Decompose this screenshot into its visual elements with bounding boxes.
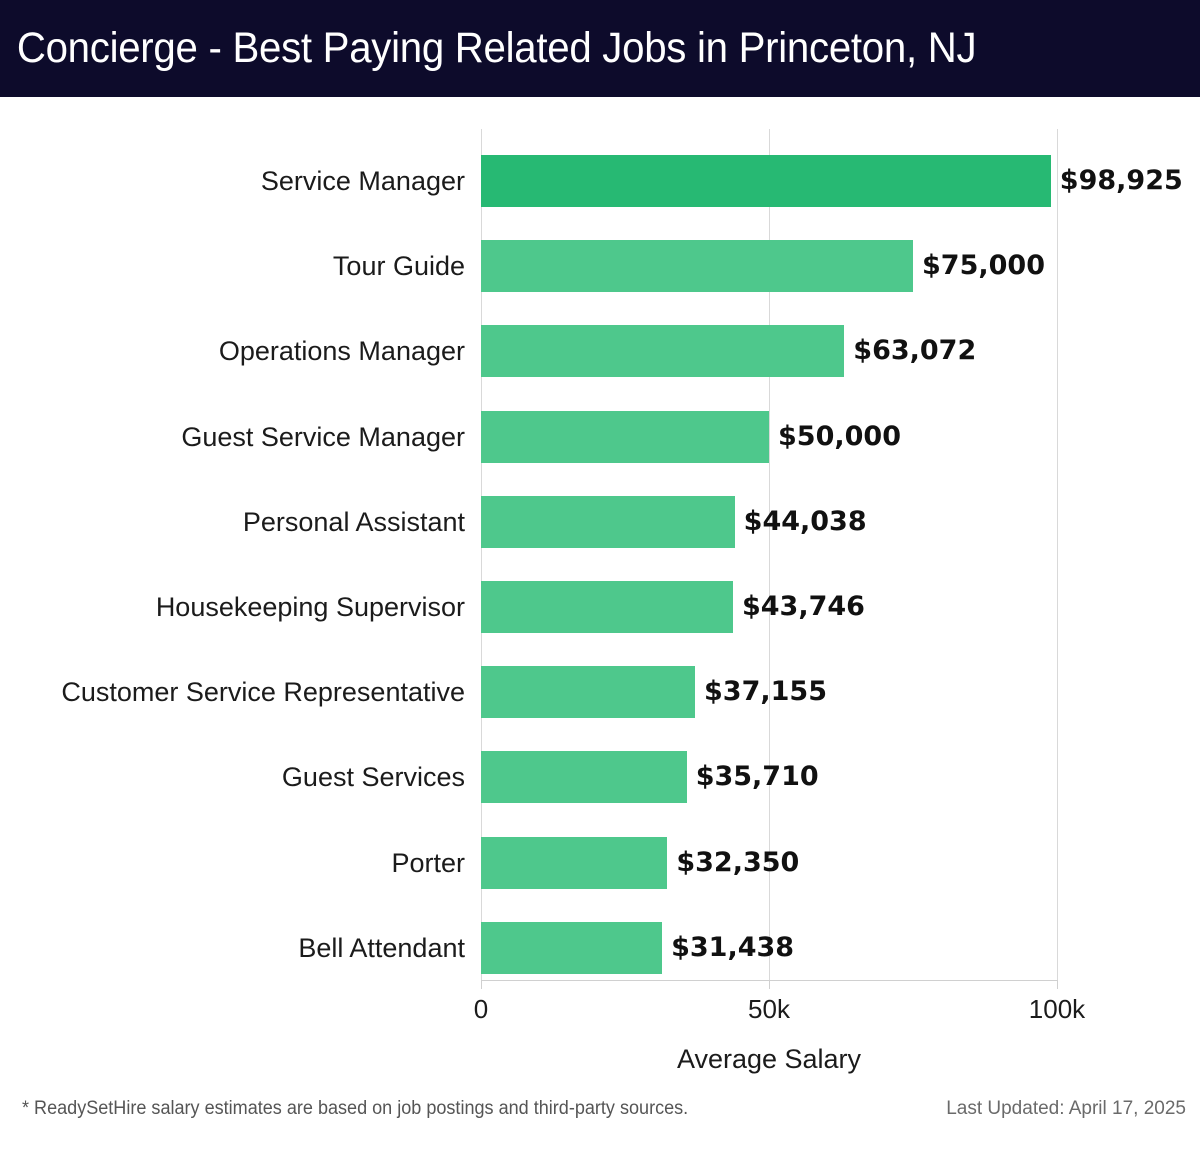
gridline-50k bbox=[769, 129, 770, 980]
gridline-100k bbox=[1057, 129, 1058, 980]
bar[interactable] bbox=[481, 581, 733, 633]
bar-value-label: $31,438 bbox=[671, 931, 795, 963]
bar-row: Housekeeping Supervisor $43,746 bbox=[0, 581, 1200, 633]
bar-row: Bell Attendant $31,438 bbox=[0, 921, 1200, 974]
bar-value-label: $44,038 bbox=[743, 505, 867, 537]
x-tick-label: 0 bbox=[473, 994, 489, 1024]
x-tick-label: 50k bbox=[748, 994, 790, 1024]
bar[interactable] bbox=[481, 240, 913, 293]
bar[interactable] bbox=[481, 751, 687, 804]
bar-value-label: $63,072 bbox=[853, 335, 977, 367]
bar-category-label: Guest Services bbox=[281, 762, 465, 793]
bar-row: Guest Services $35,710 bbox=[0, 751, 1200, 804]
bar-category-label: Guest Service Manager bbox=[181, 421, 465, 452]
chart-header: Concierge - Best Paying Related Jobs in … bbox=[0, 0, 1200, 97]
bar-category-label: Housekeeping Supervisor bbox=[155, 592, 465, 622]
x-tick-mark bbox=[481, 980, 482, 989]
bar-row: Porter $32,350 bbox=[0, 836, 1200, 889]
bar-row: Personal Assistant $44,038 bbox=[0, 495, 1200, 548]
page-title: Concierge - Best Paying Related Jobs in … bbox=[16, 24, 977, 72]
bar-chart: Service Manager $98,925 Tour Guide $75,000 O… bbox=[0, 97, 1200, 1085]
bar-category-label: Bell Attendant bbox=[298, 932, 465, 963]
bar-value-label: $50,000 bbox=[778, 420, 901, 452]
bar[interactable] bbox=[481, 325, 845, 378]
chart-footer: * ReadySetHire salary estimates are base… bbox=[0, 1085, 1200, 1158]
x-axis-title: Average Salary bbox=[676, 1044, 862, 1074]
bar-category-label: Tour Guide bbox=[332, 251, 465, 282]
bar-row: Tour Guide $75,000 bbox=[0, 240, 1200, 293]
x-tick-label: 100k bbox=[1028, 994, 1086, 1024]
bar[interactable] bbox=[481, 155, 1051, 207]
x-tick-mark bbox=[1057, 980, 1058, 989]
bar-row: Customer Service Representative $37,155 bbox=[0, 666, 1200, 719]
bar-value-label: $43,746 bbox=[741, 591, 865, 622]
bar-value-label: $35,710 bbox=[695, 761, 819, 793]
gridline-0 bbox=[481, 129, 482, 980]
bar[interactable] bbox=[481, 410, 769, 463]
footer-last-updated: Last Updated: April 17, 2025 bbox=[946, 1098, 1186, 1119]
bar-row: Operations Manager $63,072 bbox=[0, 325, 1200, 378]
bar[interactable] bbox=[481, 921, 663, 974]
bar[interactable] bbox=[481, 836, 668, 889]
bar-value-label: $32,350 bbox=[676, 846, 800, 878]
bar-value-label: $75,000 bbox=[922, 250, 1045, 282]
bar-category-label: Porter bbox=[391, 847, 465, 878]
bar-row: Service Manager $98,925 bbox=[0, 155, 1200, 207]
bar-category-label: Customer Service Representative bbox=[61, 677, 465, 708]
bar-category-label: Personal Assistant bbox=[242, 506, 465, 537]
bar-value-label: $37,155 bbox=[704, 676, 827, 708]
bar-category-label: Service Manager bbox=[260, 166, 465, 196]
footer-disclaimer: * ReadySetHire salary estimates are base… bbox=[22, 1098, 689, 1119]
bar[interactable] bbox=[481, 495, 735, 548]
x-tick-mark bbox=[769, 980, 770, 989]
bar[interactable] bbox=[481, 666, 695, 719]
bar-value-label: $98,925 bbox=[1059, 165, 1183, 196]
bar-row: Guest Service Manager $50,000 bbox=[0, 410, 1200, 463]
bar-category-label: Operations Manager bbox=[218, 336, 465, 367]
